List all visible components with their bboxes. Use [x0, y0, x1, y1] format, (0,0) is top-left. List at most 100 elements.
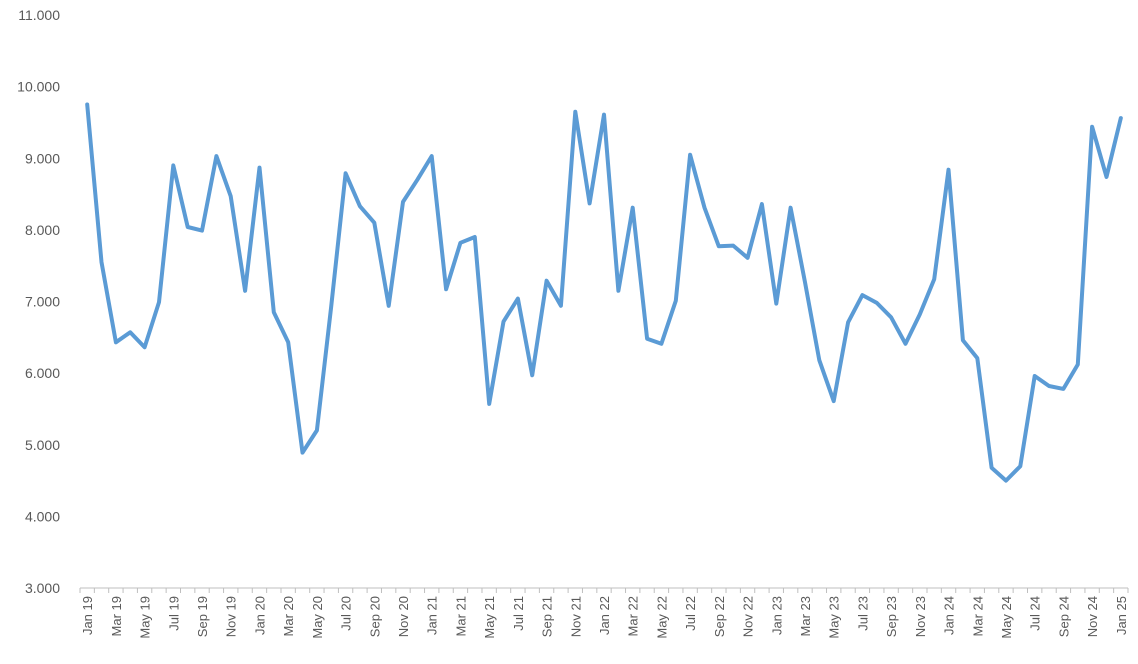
data-point [990, 466, 994, 470]
x-tick-label: Jan 22 [597, 596, 612, 635]
data-point [860, 293, 864, 297]
data-point [372, 221, 376, 225]
data-point [344, 171, 348, 175]
data-point [774, 302, 778, 306]
data-point [1061, 387, 1065, 391]
x-tick-label: Sep 23 [884, 596, 899, 637]
x-tick-label: Jan 24 [942, 596, 957, 635]
data-point [918, 312, 922, 316]
data-point [659, 342, 663, 346]
x-tick-label: Nov 19 [224, 596, 239, 637]
x-tick-label: Nov 22 [741, 596, 756, 637]
x-tick-label: Mar 21 [453, 596, 468, 636]
data-point [329, 305, 333, 309]
data-point [100, 260, 104, 264]
data-point [502, 320, 506, 324]
data-point [717, 244, 721, 248]
x-tick-label: Sep 22 [712, 596, 727, 637]
data-point [415, 178, 419, 182]
series-group [85, 102, 1123, 483]
data-point [401, 200, 405, 204]
x-tick-label: Jan 20 [252, 596, 267, 635]
x-tick-label: Nov 20 [396, 596, 411, 637]
data-point [746, 256, 750, 260]
data-point [731, 244, 735, 248]
data-point [1090, 125, 1094, 129]
data-point [530, 373, 534, 377]
data-point [932, 277, 936, 281]
x-tick-label: Sep 24 [1056, 596, 1071, 637]
data-point [803, 280, 807, 284]
y-tick-label: 3.000 [25, 580, 60, 596]
x-tick-label: Jul 21 [511, 596, 526, 631]
y-tick-label: 7.000 [25, 294, 60, 310]
data-point [573, 110, 577, 114]
y-tick-label: 11.000 [18, 7, 60, 23]
data-point [703, 206, 707, 210]
data-point [889, 315, 893, 319]
data-point [559, 304, 563, 308]
x-tick-label: May 21 [482, 596, 497, 639]
series-line [85, 102, 1123, 483]
data-point [1047, 384, 1051, 388]
x-tick-label: Jul 24 [1028, 596, 1043, 631]
y-axis-ticks: 3.000 4.000 5.000 6.000 7.000 8.000 9.000 10.00… [17, 7, 60, 596]
data-point [214, 154, 218, 158]
data-point [832, 399, 836, 403]
data-point [545, 279, 549, 283]
data-point [301, 451, 305, 455]
data-point [143, 345, 147, 349]
data-point [286, 340, 290, 344]
data-point [789, 206, 793, 210]
data-point [947, 168, 951, 172]
data-point [186, 225, 190, 229]
data-point [516, 297, 520, 301]
data-point [602, 113, 606, 117]
y-tick-label: 10.000 [17, 79, 60, 95]
data-point [85, 103, 89, 107]
data-point [444, 287, 448, 291]
x-tick-label: Jan 21 [425, 596, 440, 635]
data-point [817, 358, 821, 362]
x-tick-label: Jul 19 [166, 596, 181, 631]
x-tick-label: Mar 20 [281, 596, 296, 636]
x-tick-label: May 23 [827, 596, 842, 639]
y-tick-label: 6.000 [25, 365, 60, 381]
data-point [1033, 374, 1037, 378]
data-point [1004, 479, 1008, 483]
data-point [200, 229, 204, 233]
data-point [588, 201, 592, 205]
data-point [961, 338, 965, 342]
x-tick-label: Jan 25 [1114, 596, 1129, 635]
data-point [875, 301, 879, 305]
data-point [616, 289, 620, 293]
data-point [1018, 464, 1022, 468]
x-tick-label: Sep 20 [367, 596, 382, 637]
x-tick-label: Mar 24 [970, 596, 985, 636]
data-point [904, 342, 908, 346]
x-tick-label: Jan 19 [80, 596, 95, 635]
x-tick-label: Nov 23 [913, 596, 928, 637]
x-tick-label: Jan 23 [769, 596, 784, 635]
y-tick-label: 4.000 [25, 508, 60, 524]
data-point [760, 202, 764, 206]
data-point [243, 289, 247, 293]
data-point [229, 194, 233, 198]
data-point [674, 299, 678, 303]
data-point [458, 241, 462, 245]
x-axis-ticks: Jan 19 Mar 19 May 19 Jul 19 Sep 19 Nov 19 Jan … [79, 588, 1129, 639]
x-tick-label: May 24 [999, 596, 1014, 639]
data-point [1119, 116, 1123, 120]
y-tick-label: 5.000 [25, 437, 60, 453]
data-point [1076, 363, 1080, 367]
data-point [258, 166, 262, 170]
x-tick-label: Sep 19 [195, 596, 210, 637]
data-point [157, 300, 161, 304]
x-tick-label: Sep 21 [540, 596, 555, 637]
data-point [315, 428, 319, 432]
data-point [645, 337, 649, 341]
data-point [114, 340, 118, 344]
x-tick-label: Nov 24 [1085, 596, 1100, 637]
data-point [387, 304, 391, 308]
